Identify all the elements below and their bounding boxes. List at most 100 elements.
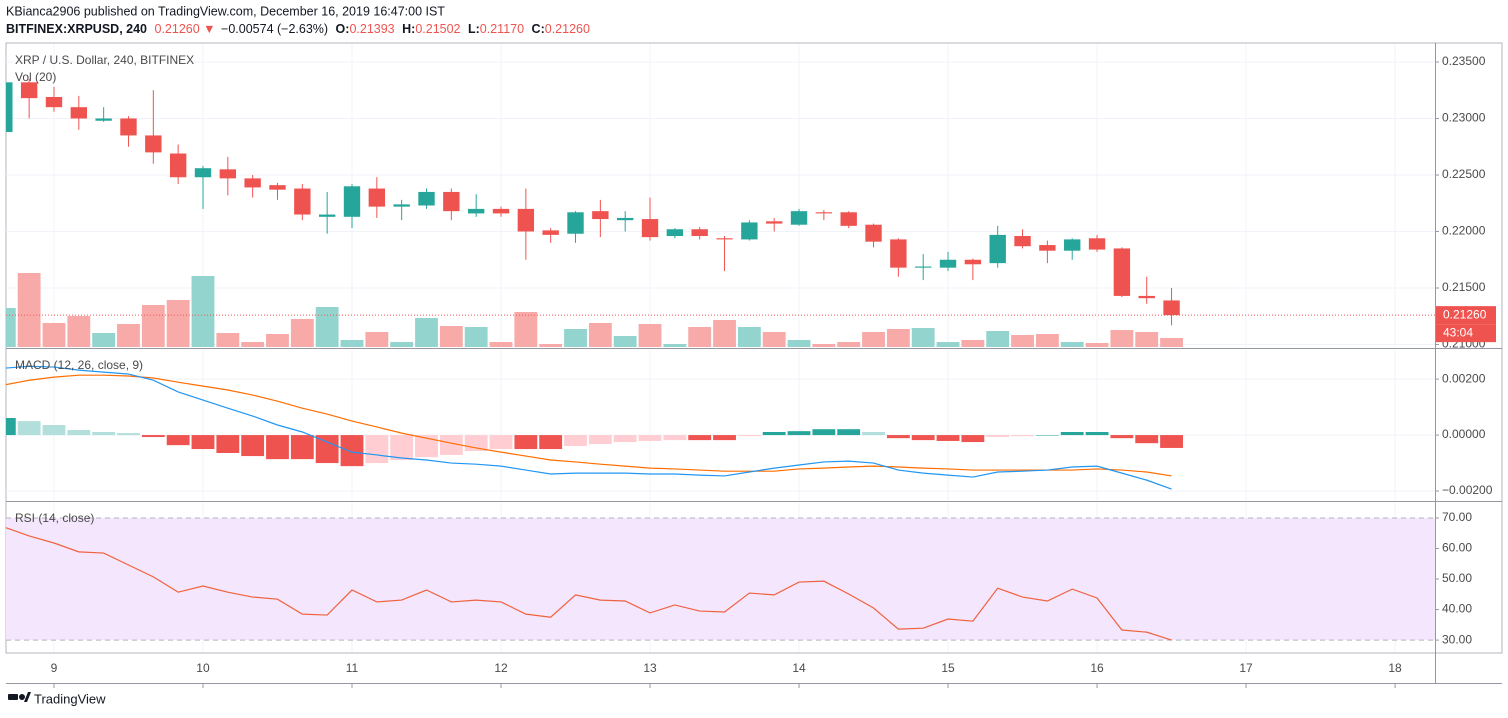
candle-body [989, 234, 1006, 264]
volume-bar [812, 344, 836, 347]
histogram-bar [67, 430, 91, 436]
candle-body [20, 82, 38, 99]
histogram-bar [514, 435, 538, 450]
current-price-box [1436, 306, 1496, 325]
y-tick-label: 70.00 [1442, 510, 1472, 524]
volume-bar [1135, 332, 1159, 347]
volume-bar [266, 334, 289, 347]
candle-body [741, 222, 758, 240]
volume-bar [489, 342, 513, 347]
pane-subtitle: Vol (20) [15, 70, 56, 84]
candle-body [890, 239, 907, 268]
x-tick-label: 10 [196, 661, 210, 675]
volume-bar [340, 340, 364, 347]
volume-bar [1160, 338, 1183, 347]
footer-brand: TradingView [34, 691, 106, 706]
y-tick-label: 0.22500 [1442, 167, 1486, 181]
pane-0 [6, 78, 1183, 347]
pane-title: RSI (14, close) [15, 511, 94, 525]
histogram-bar [340, 435, 364, 467]
ohlc-label: C: [532, 22, 545, 36]
x-tick-label: 15 [941, 661, 955, 675]
candle-body [393, 204, 410, 207]
volume-bar [42, 323, 66, 347]
band-fill [6, 517, 1435, 641]
y-tick-label: 0.00200 [1442, 371, 1486, 385]
y-tick-label: 0.00000 [1442, 427, 1486, 441]
histogram-bar [365, 435, 389, 464]
y-tick-label: 0.23000 [1442, 111, 1486, 125]
candle-body [964, 259, 982, 265]
volume-bar [415, 318, 438, 347]
candle-body [567, 212, 584, 234]
x-tick-label: 17 [1239, 661, 1253, 675]
histogram-bar [1060, 431, 1084, 436]
x-tick-label: 9 [51, 661, 58, 675]
candle-body [1064, 239, 1081, 251]
candle-body [716, 238, 733, 240]
ohlc-label: L: [468, 22, 480, 36]
rsi-line [6, 527, 1172, 641]
volume-bar [688, 327, 712, 347]
histogram-bar [911, 435, 935, 441]
volume-bar [1011, 335, 1034, 347]
ohlc-label: H: [402, 22, 415, 36]
histogram-bar [489, 435, 513, 450]
candle-body [318, 214, 336, 217]
volume-bar [241, 342, 265, 347]
volume-bar [439, 326, 463, 347]
y-tick-label: 0.23500 [1442, 54, 1486, 68]
volume-bar [936, 342, 960, 347]
volume-bar [216, 333, 240, 347]
volume-bar [514, 312, 538, 347]
volume-bar [117, 324, 140, 347]
volume-bar [961, 340, 985, 347]
histogram-bar [191, 435, 215, 450]
histogram-bar [17, 421, 41, 436]
histogram-bar [1035, 435, 1059, 436]
candle-body [343, 186, 361, 217]
volume-bar [986, 331, 1010, 347]
histogram-bar [886, 435, 910, 439]
histogram-bar [166, 435, 190, 446]
candle-body [145, 135, 162, 153]
histogram-bar [1160, 435, 1183, 448]
x-tick-label: 13 [643, 661, 657, 675]
y-tick-label: 0.21500 [1442, 280, 1486, 294]
ohlc-value: 0.21170 [480, 22, 524, 36]
pane-1 [6, 365, 1183, 490]
histogram-bar [787, 431, 811, 436]
pane-title: MACD (12, 26, close, 9) [15, 358, 143, 372]
candle-body [1163, 300, 1180, 316]
volume-bar [6, 308, 16, 347]
current-price-label: 0.21260 [1443, 307, 1487, 321]
histogram-bar [961, 435, 985, 443]
change: −0.00574 (−2.63%) [221, 22, 328, 36]
histogram-bar [92, 431, 116, 436]
pane-title: XRP / U.S. Dollar, 240, BITFINEX [15, 53, 194, 67]
candle-body [95, 118, 112, 121]
volume-bar [464, 327, 488, 347]
countdown-box [1436, 324, 1496, 343]
volume-bar [638, 324, 662, 347]
histogram-bar [241, 435, 265, 457]
histogram-bar [638, 435, 662, 441]
x-tick-label: 11 [346, 661, 359, 675]
symbol: BITFINEX:XRPUSD, 240 [6, 22, 147, 36]
candle-body [1113, 248, 1131, 296]
volume-bar [1060, 342, 1084, 347]
histogram-bar [1085, 431, 1109, 436]
histogram-bar [688, 435, 712, 441]
y-tick-label: 40.00 [1442, 602, 1472, 616]
volume-bar [67, 316, 91, 347]
candle-body [368, 188, 386, 207]
candle-body [1138, 295, 1155, 299]
x-tick-label: 16 [1090, 661, 1104, 675]
histogram-bar [737, 435, 761, 437]
volume-bar [1110, 330, 1134, 347]
volume-bar [166, 300, 190, 347]
candle-body [45, 97, 63, 108]
candle-body [269, 185, 286, 190]
